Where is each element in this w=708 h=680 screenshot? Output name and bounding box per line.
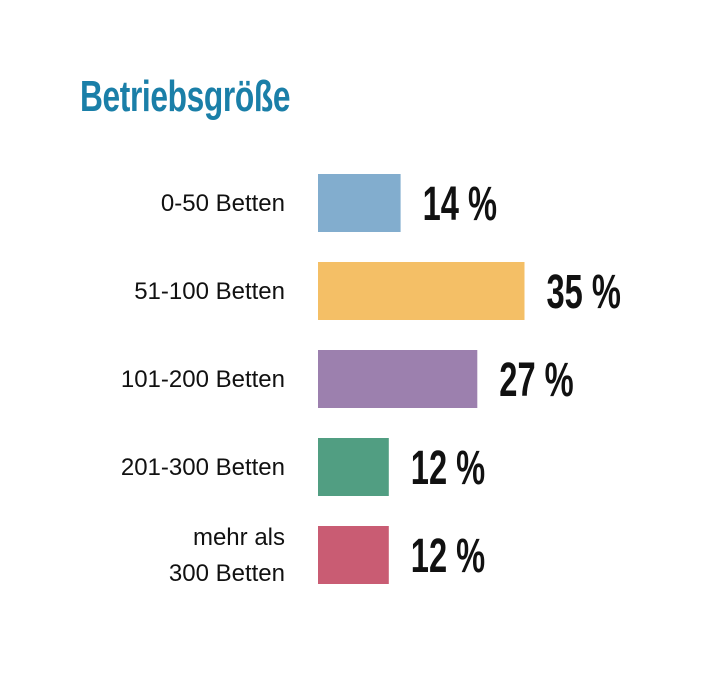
bar-2 <box>318 350 478 408</box>
category-label-3: 201-300 Betten <box>121 454 285 481</box>
chart-title: Betriebsgröße <box>80 72 291 121</box>
category-label-line: mehr als <box>193 524 285 551</box>
category-label-0: 0-50 Betten <box>161 190 285 217</box>
value-label-3: 12 % <box>411 441 485 495</box>
value-label-2: 27 % <box>499 353 573 407</box>
bar-1 <box>318 262 525 320</box>
value-label-1: 35 % <box>547 265 621 319</box>
category-label-line: 0-50 Betten <box>161 190 285 217</box>
category-labels-group: 0-50 Betten 51-100 Betten 101-200 Betten 20… <box>121 190 285 587</box>
category-label-line: 201-300 Betten <box>121 454 285 481</box>
bar-4 <box>318 526 389 584</box>
category-label-line: 300 Betten <box>169 560 285 587</box>
bar-3 <box>318 438 389 496</box>
category-label-4: mehr als 300 Betten <box>169 524 285 587</box>
bar-0 <box>318 174 401 232</box>
category-label-line: 101-200 Betten <box>121 366 285 393</box>
bars-group <box>318 174 525 584</box>
value-label-0: 14 % <box>423 177 497 231</box>
value-labels-group: 14 % 35 % 27 % 12 % 12 % <box>411 177 621 583</box>
value-label-4: 12 % <box>411 529 485 583</box>
category-label-2: 101-200 Betten <box>121 366 285 393</box>
category-label-1: 51-100 Betten <box>134 278 285 305</box>
category-label-line: 51-100 Betten <box>134 278 285 305</box>
